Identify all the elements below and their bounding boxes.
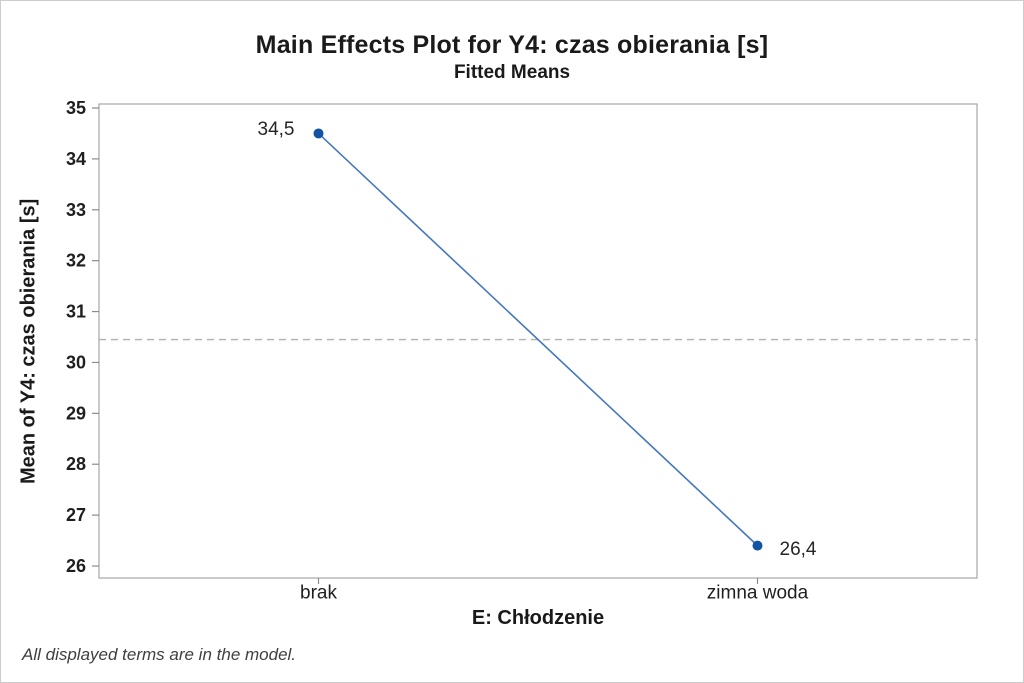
footer-note: All displayed terms are in the model.: [22, 645, 297, 664]
y-tick-label: 30: [66, 352, 86, 372]
x-tick-label: zimna woda: [707, 583, 809, 604]
data-point-label: 34,5: [258, 119, 295, 140]
data-point: [752, 540, 763, 551]
y-tick-label: 35: [66, 98, 86, 118]
plot-border: [98, 103, 978, 579]
y-tick-label: 31: [66, 302, 86, 322]
chart-title: Main Effects Plot for Y4: czas obierania…: [255, 31, 769, 59]
x-tick-label: brak: [300, 583, 337, 604]
y-tick-label: 28: [66, 454, 86, 474]
data-point: [313, 128, 324, 139]
y-tick-label: 29: [66, 403, 86, 423]
y-tick-label: 26: [66, 556, 86, 576]
x-axis-title: E: Chłodzenie: [471, 607, 605, 629]
chart-subtitle: Fitted Means: [453, 62, 571, 83]
y-tick-label: 32: [66, 251, 86, 271]
data-point-label: 26,4: [780, 539, 817, 560]
y-tick-label: 34: [66, 149, 86, 169]
series-line: [317, 132, 759, 547]
y-tick-label: 27: [66, 505, 86, 525]
y-tick-label: 33: [66, 200, 86, 220]
